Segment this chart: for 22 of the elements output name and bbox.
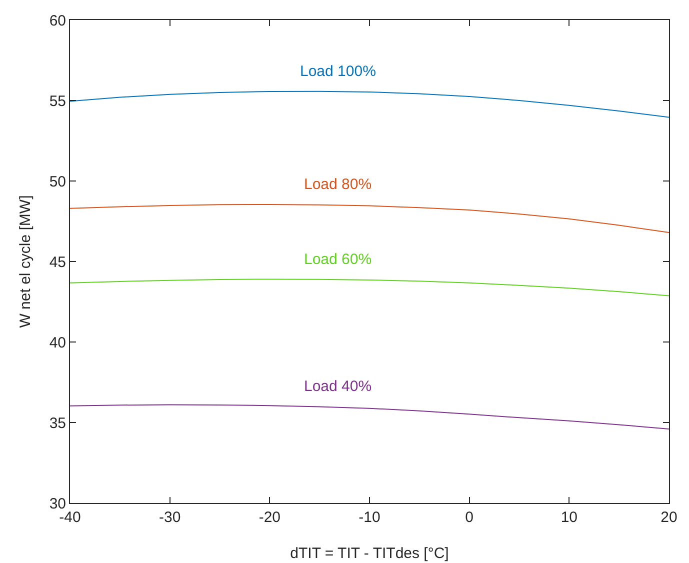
y-axis-title: W net el cycle [MW] xyxy=(17,195,34,328)
y-tick-label: 60 xyxy=(49,12,66,30)
series-label: Load 100% xyxy=(300,63,376,80)
series-label: Load 40% xyxy=(304,378,372,395)
line-series xyxy=(70,204,669,234)
y-tick-label: 35 xyxy=(49,414,66,432)
x-tick-label: 20 xyxy=(660,509,678,526)
line-series xyxy=(70,404,669,430)
y-tick-label: 40 xyxy=(49,334,66,352)
series-label: Load 80% xyxy=(304,176,372,193)
y-tick-label: 45 xyxy=(49,254,66,271)
line-series xyxy=(70,90,669,118)
y-tick-label: 50 xyxy=(49,173,66,190)
y-tick-label: 55 xyxy=(49,92,66,110)
x-tick-label: 10 xyxy=(560,509,578,526)
x-tick-label: -10 xyxy=(358,509,380,526)
x-tick-label: 0 xyxy=(465,509,474,526)
x-tick-label: -30 xyxy=(158,509,181,526)
x-tick-label: -20 xyxy=(258,509,281,526)
x-axis-title: dTIT = TIT - TITdes [°C] xyxy=(290,545,449,562)
series-label: Load 60% xyxy=(304,251,372,268)
line-series xyxy=(70,278,669,296)
